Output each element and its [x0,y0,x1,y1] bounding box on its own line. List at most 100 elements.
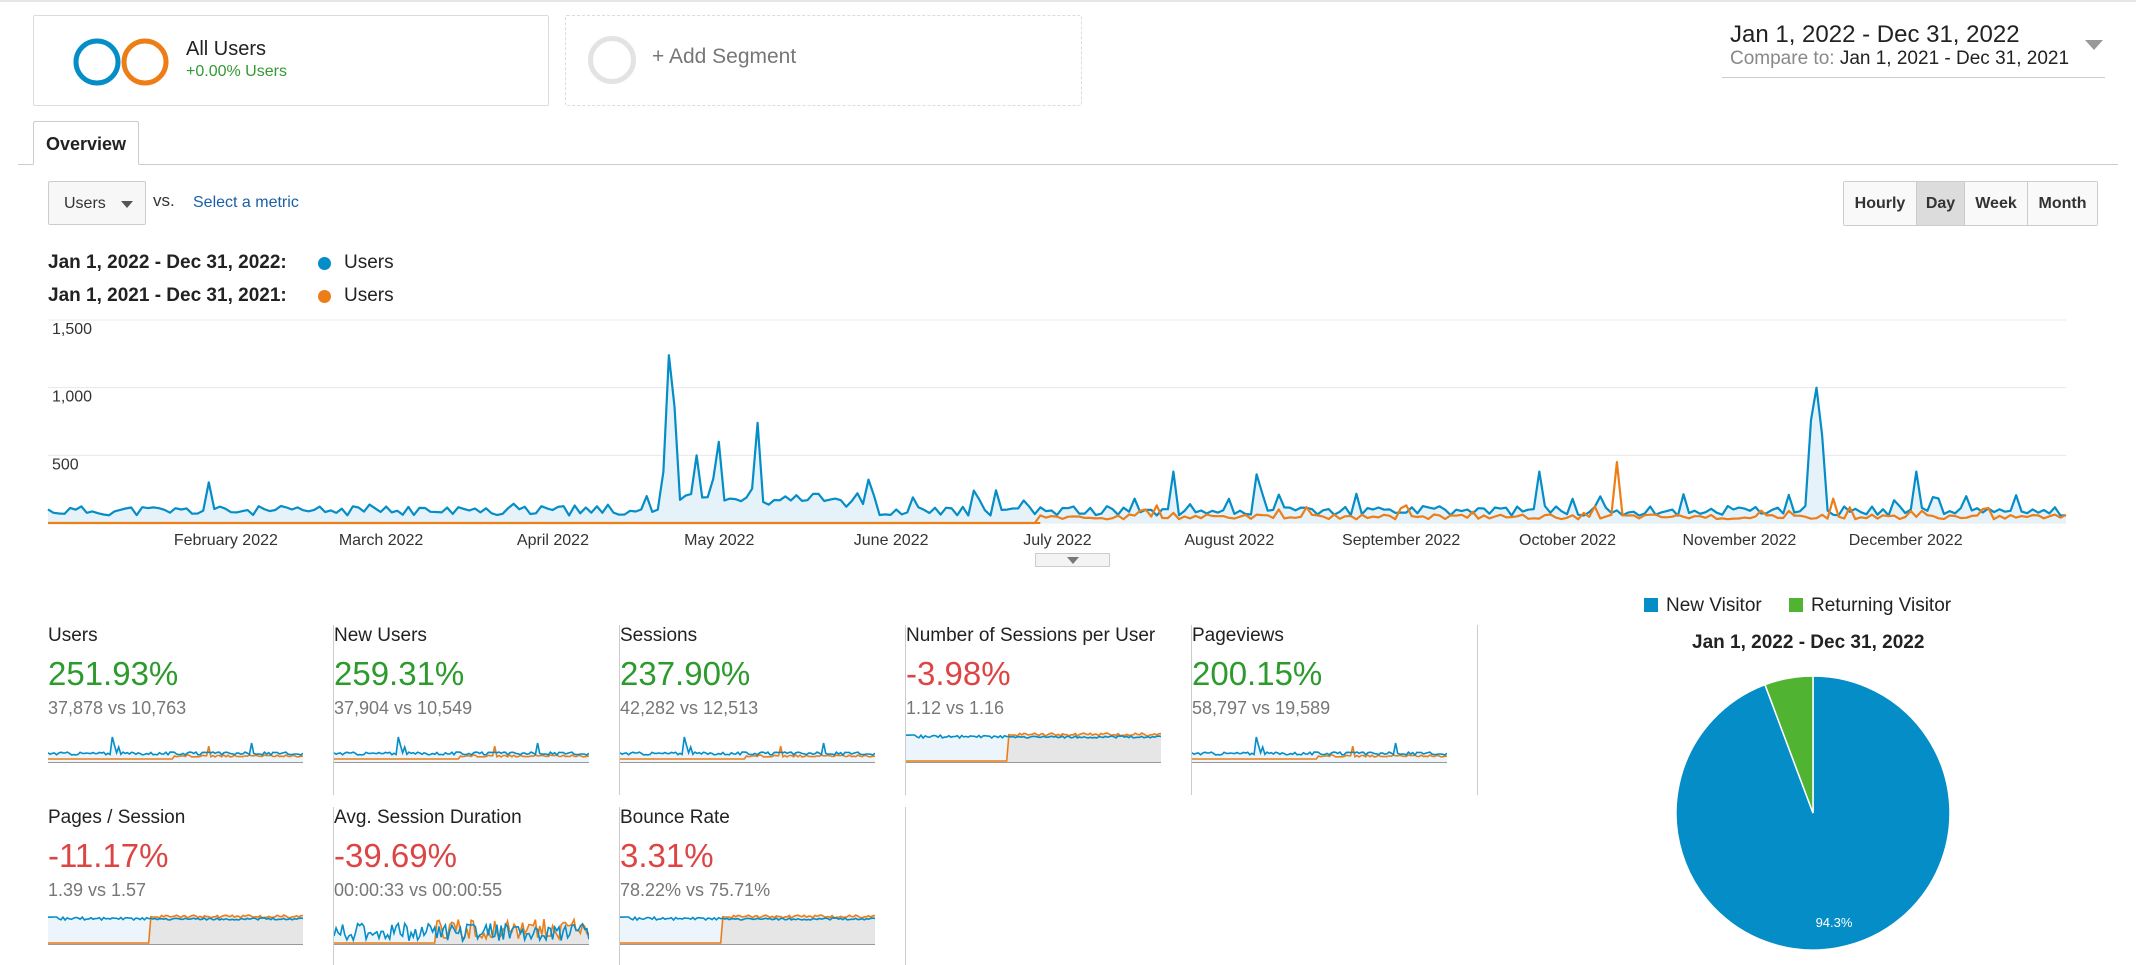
legend-dot-icon [318,290,331,303]
pie-legend-returning: Returning Visitor [1789,595,1951,617]
add-segment-label: + Add Segment [652,45,797,68]
sparkline-area [906,733,1161,763]
date-range-picker[interactable]: Jan 1, 2022 - Dec 31, 2022 Compare to: J… [1722,18,2105,78]
scorecard[interactable]: Number of Sessions per User -3.98% 1.12 vs… [906,625,1192,795]
legend-series-name: Users [344,252,394,273]
scorecard-percent: 3.31% [620,837,714,874]
add-segment-button[interactable]: + Add Segment [565,15,1082,106]
scorecard-sparkline [334,736,589,763]
y-tick-label: 1,000 [52,389,92,406]
x-tick-label: June 2022 [854,532,929,549]
sparkline-previous-line [1192,746,1447,760]
scorecard-sparkline [906,732,1161,763]
top-border [0,0,2136,2]
pie-slice-label: 94.3% [1816,915,1853,930]
granularity-day-button[interactable]: Day [1916,182,1964,225]
scorecard-compare: 78.22% vs 75.71% [620,880,771,900]
sparkline-previous-line [48,746,303,760]
segment-all-users[interactable]: All Users +0.00% Users [33,15,549,106]
sparkline-current-line [48,915,303,922]
metric-select-value: Users [64,195,106,212]
sparkline-current-line [620,915,875,922]
scorecard[interactable]: Bounce Rate 3.31% 78.22% vs 75.71% [620,807,906,965]
sparkline-current-line [1192,736,1447,757]
scorecard-percent: -11.17% [48,837,169,874]
scorecard-sparkline [48,914,303,945]
pie-legend-label: New Visitor [1666,595,1762,616]
legend-dot-icon [318,257,331,270]
scorecard-label: Pages / Session [48,807,186,828]
scorecard-percent: -3.98% [906,655,1011,692]
compare-label: Compare to: [1730,48,1835,69]
legend-range: Jan 1, 2021 - Dec 31, 2021: [48,285,287,306]
caret-down-icon [1067,557,1079,564]
y-tick-label: 500 [52,456,79,473]
tab-overview[interactable]: Overview [33,121,139,165]
pie-title: Jan 1, 2022 - Dec 31, 2022 [1692,632,1925,653]
x-tick-label: April 2022 [517,532,589,549]
pie-legend-label: Returning Visitor [1811,595,1952,616]
legend-row-previous: Jan 1, 2021 - Dec 31, 2021: Users [48,285,394,307]
scorecard[interactable]: Users 251.93% 37,878 vs 10,763 [48,625,334,795]
x-tick-label: November 2022 [1682,532,1796,549]
sparkline-current-line [906,733,1161,740]
scorecard[interactable]: Sessions 237.90% 42,282 vs 12,513 [620,625,906,795]
scorecard-compare: 00:00:33 vs 00:00:55 [334,880,503,900]
scorecard-label: Pageviews [1192,625,1284,646]
users-line-chart: 1,500 1,000 500 February 2022 March 2022 Apri… [47,319,2067,549]
series-previous-line [48,461,2067,525]
sparkline-previous-line [620,914,875,944]
select-metric-link[interactable]: Select a metric [193,194,299,211]
scorecard-compare: 42,282 vs 12,513 [620,698,759,718]
scorecard-percent: 237.90% [620,655,751,692]
sparkline-area [48,915,303,945]
legend-row-current: Jan 1, 2022 - Dec 31, 2022: Users [48,252,394,274]
x-tick-label: July 2022 [1023,532,1092,549]
scorecard[interactable]: Pages / Session -11.17% 1.39 vs 1.57 [48,807,334,965]
sparkline-current-line [334,921,589,944]
caret-down-icon [121,201,133,208]
date-range-main: Jan 1, 2022 - Dec 31, 2022 [1730,21,2020,48]
sparkline-previous-line [620,746,875,760]
segment-change: +0.00% Users [186,63,287,80]
granularity-month-button[interactable]: Month [2027,182,2097,225]
x-tick-label: October 2022 [1519,532,1616,549]
scorecard-label: Number of Sessions per User [906,625,1156,646]
x-tick-label: February 2022 [174,532,278,549]
date-range-compare: Compare to: Jan 1, 2021 - Dec 31, 2021 [1730,48,2069,70]
sparkline-previous-line [334,746,589,760]
scorecard-compare: 1.12 vs 1.16 [906,698,1005,718]
scorecard-label: New Users [334,625,427,646]
sparkline-area [620,915,875,945]
scorecard-percent: -39.69% [334,837,457,874]
legend-range: Jan 1, 2022 - Dec 31, 2022: [48,252,287,273]
granularity-hourly-button[interactable]: Hourly [1844,182,1916,225]
scorecard-percent: 251.93% [48,655,179,692]
scorecard-percent: 259.31% [334,655,465,692]
scorecard-sparkline [620,914,875,945]
scorecard-compare: 1.39 vs 1.57 [48,880,147,900]
pie-slice-new-visitor [1675,675,1951,951]
vs-label: vs. [153,191,175,210]
x-tick-label: December 2022 [1849,532,1963,549]
metric-select[interactable]: Users [48,181,146,225]
pie-slice-returning-visitor [1764,675,1814,814]
sparkline-current-line [620,736,875,757]
scorecard-label: Avg. Session Duration [334,807,522,828]
sparkline-current-line [334,736,589,757]
scorecard[interactable]: New Users 259.31% 37,904 vs 10,549 [334,625,620,795]
add-segment-circle-icon [588,36,636,84]
chevron-down-icon [2085,40,2103,50]
granularity-week-button[interactable]: Week [1964,182,2027,225]
scorecard[interactable]: Pageviews 200.15% 58,797 vs 19,589 [1192,625,1478,795]
chart-collapse-handle[interactable] [1035,553,1110,567]
pie-legend-new: New Visitor [1644,595,1762,617]
x-tick-label: March 2022 [339,532,424,549]
visitor-pie-chart: 94.3% [1675,675,1951,951]
sparkline-previous-line [906,732,1161,762]
series-current-line [47,354,2067,517]
scorecard[interactable]: Avg. Session Duration -39.69% 00:00:33 vs … [334,807,620,965]
sparkline-previous-line [48,914,303,944]
scorecard-compare: 58,797 vs 19,589 [1192,698,1331,718]
legend-series-name: Users [344,285,394,306]
